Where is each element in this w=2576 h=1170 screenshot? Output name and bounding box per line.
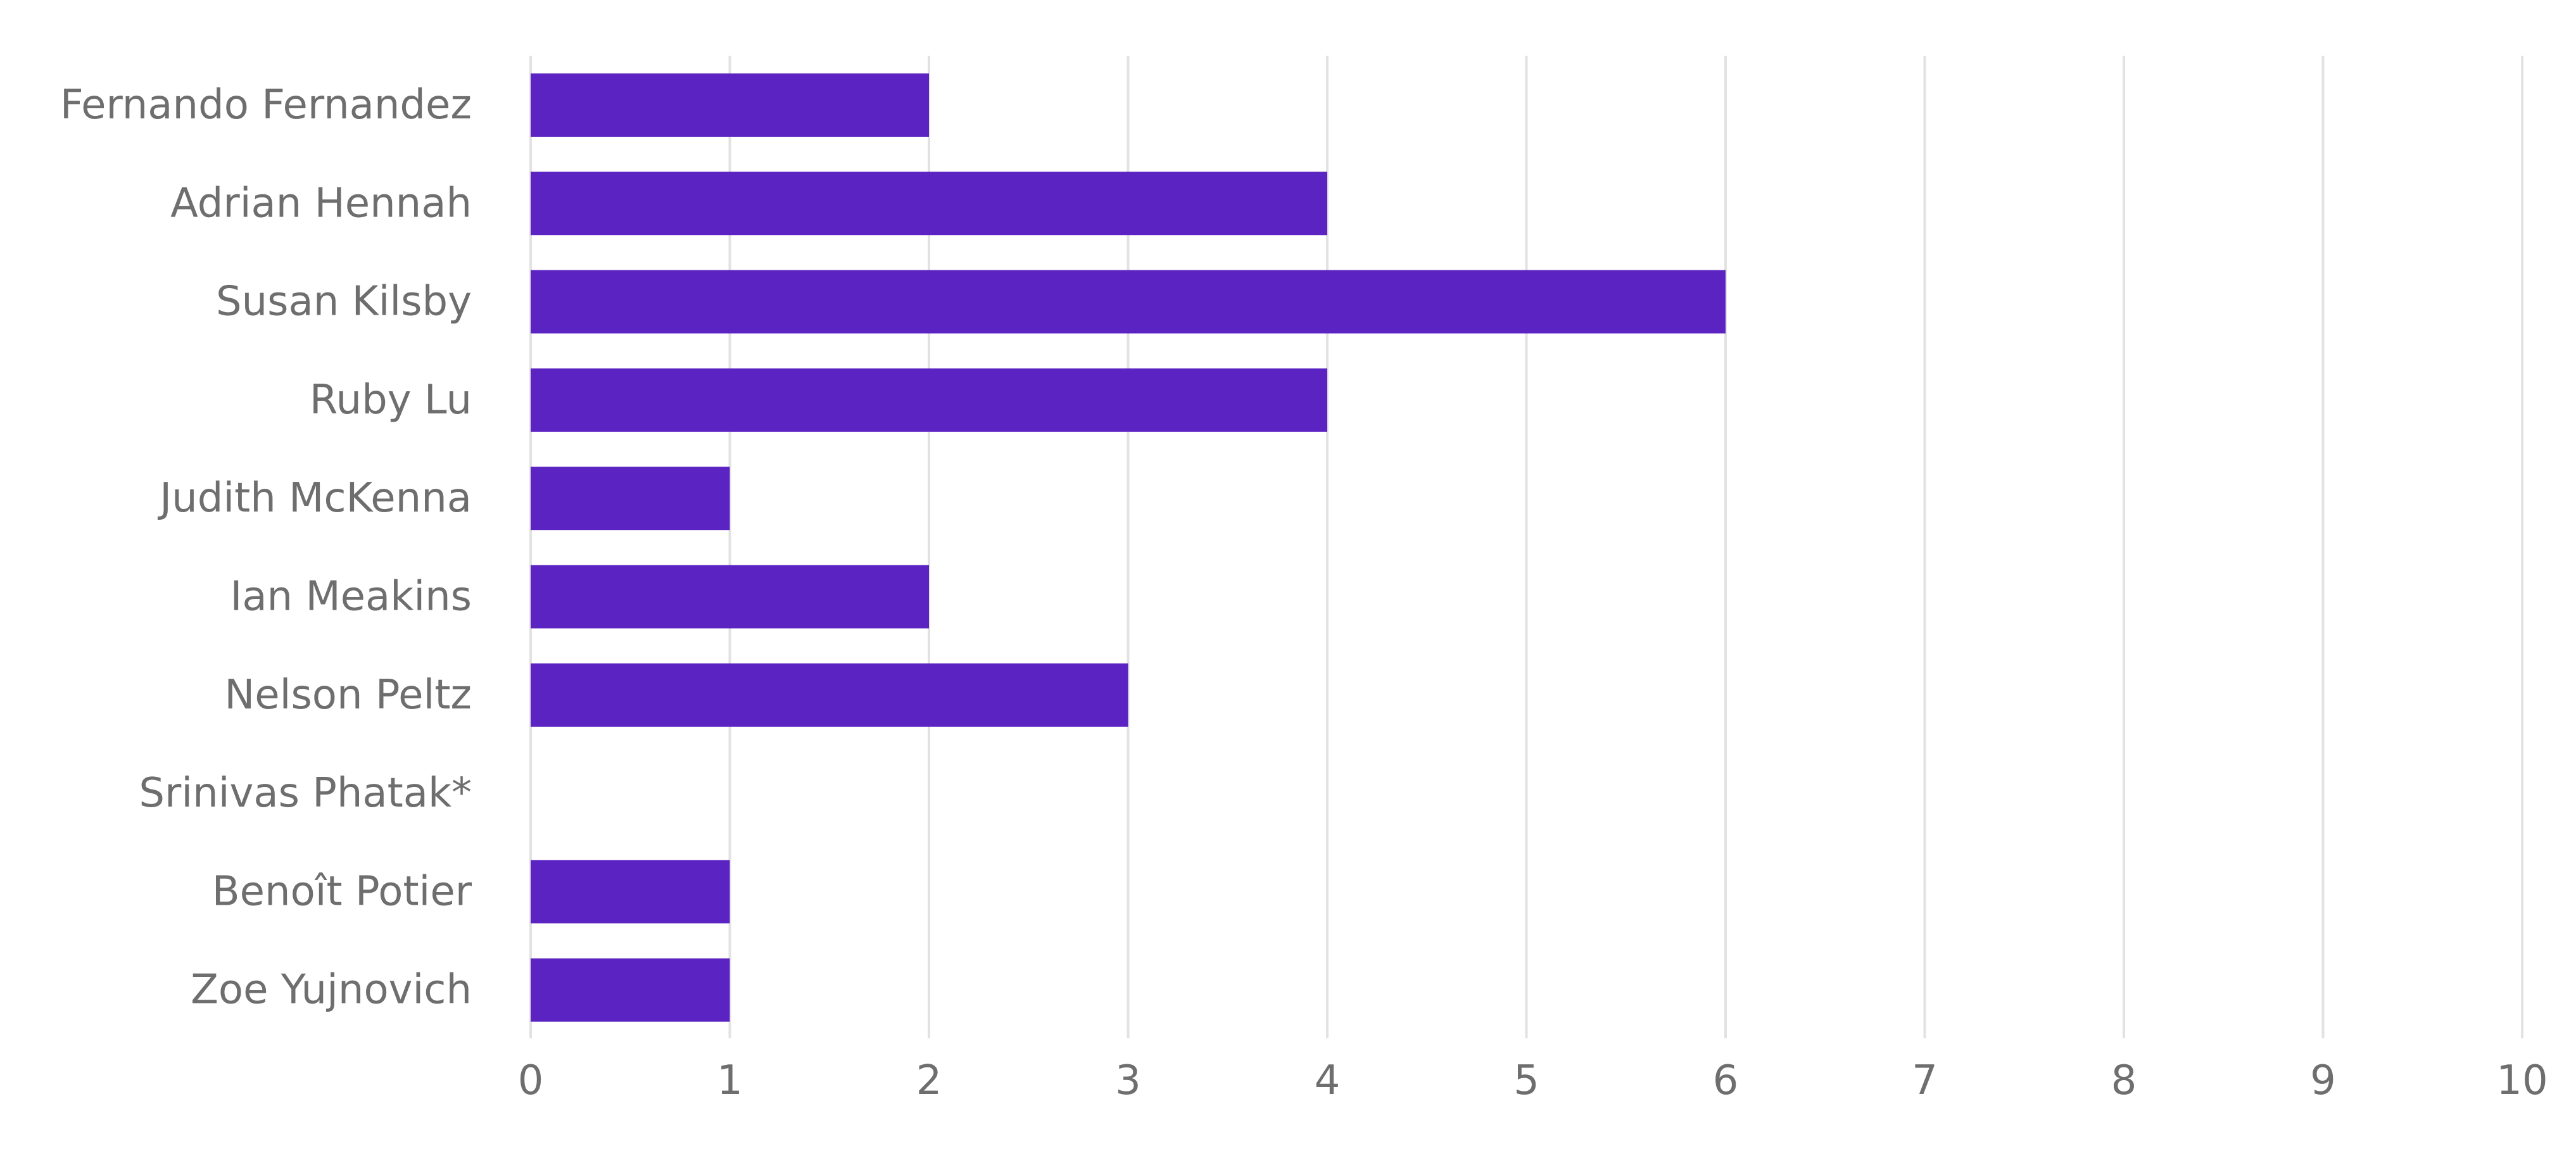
x-tick-label-8: 8 (2111, 1057, 2137, 1104)
category-label-2: Susan Kilsby (216, 279, 472, 325)
x-tick-label-7: 7 (1912, 1057, 1938, 1104)
category-label-3: Ruby Lu (310, 377, 472, 424)
category-label-6: Nelson Peltz (224, 672, 472, 719)
x-tick-label-6: 6 (1713, 1057, 1739, 1104)
bars (531, 73, 1726, 1022)
x-tick-label-0: 0 (518, 1057, 544, 1104)
category-label-4: Judith McKenna (157, 475, 472, 522)
bar-9 (531, 958, 730, 1022)
x-tick-label-10: 10 (2496, 1057, 2548, 1104)
bar-8 (531, 860, 730, 924)
bar-1 (531, 172, 1327, 236)
bar-4 (531, 467, 730, 531)
x-tick-label-9: 9 (2310, 1057, 2336, 1104)
x-tick-label-1: 1 (717, 1057, 743, 1104)
x-tick-label-2: 2 (916, 1057, 942, 1104)
bar-0 (531, 73, 929, 137)
category-label-9: Zoe Yujnovich (191, 967, 472, 1014)
x-tick-label-5: 5 (1513, 1057, 1539, 1104)
category-label-1: Adrian Hennah (170, 180, 472, 227)
category-label-7: Srinivas Phatak* (139, 770, 472, 817)
category-labels: Fernando Fernandez Adrian Hennah Susan Kil… (60, 82, 472, 1014)
category-label-0: Fernando Fernandez (60, 82, 472, 129)
x-axis-tick-labels: 0 1 2 3 4 5 6 7 8 9 10 (518, 1057, 2548, 1104)
category-label-8: Benoît Potier (212, 868, 472, 915)
bar-3 (531, 368, 1327, 432)
bar-2 (531, 270, 1726, 334)
bar-5 (531, 565, 929, 629)
category-label-5: Ian Meakins (230, 574, 472, 620)
x-tick-label-4: 4 (1315, 1057, 1341, 1104)
bar-6 (531, 663, 1128, 727)
x-tick-label-3: 3 (1115, 1057, 1141, 1104)
